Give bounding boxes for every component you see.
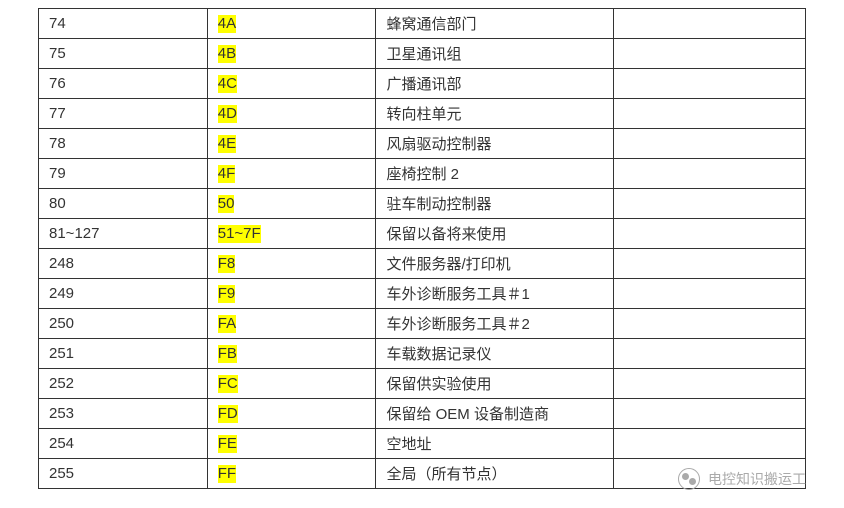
cell-note: [614, 339, 806, 369]
table-row: 248F8文件服务器/打印机: [39, 249, 806, 279]
cell-note: [614, 159, 806, 189]
cell-decimal: 251: [39, 339, 208, 369]
cell-description: 蜂窝通信部门: [376, 9, 614, 39]
cell-decimal: 74: [39, 9, 208, 39]
table-row: 253FD保留给 OEM 设备制造商: [39, 399, 806, 429]
cell-hex: 50: [207, 189, 376, 219]
data-table: 744A蜂窝通信部门754B卫星通讯组764C广播通讯部774D转向柱单元784…: [38, 8, 806, 489]
cell-note: [614, 129, 806, 159]
table-row: 252FC保留供实验使用: [39, 369, 806, 399]
watermark: 电控知识搬运工: [678, 468, 806, 490]
cell-description: 车外诊断服务工具＃2: [376, 309, 614, 339]
table-row: 254FE空地址: [39, 429, 806, 459]
table-row: 81~12751~7F保留以备将来使用: [39, 219, 806, 249]
cell-hex: FD: [207, 399, 376, 429]
cell-note: [614, 369, 806, 399]
table-row: 8050驻车制动控制器: [39, 189, 806, 219]
cell-decimal: 253: [39, 399, 208, 429]
cell-decimal: 81~127: [39, 219, 208, 249]
cell-description: 文件服务器/打印机: [376, 249, 614, 279]
cell-hex: FE: [207, 429, 376, 459]
cell-hex: 4D: [207, 99, 376, 129]
cell-description: 风扇驱动控制器: [376, 129, 614, 159]
cell-hex: FC: [207, 369, 376, 399]
cell-hex: FB: [207, 339, 376, 369]
table-container: 744A蜂窝通信部门754B卫星通讯组764C广播通讯部774D转向柱单元784…: [0, 0, 844, 497]
cell-hex: F9: [207, 279, 376, 309]
cell-description: 保留给 OEM 设备制造商: [376, 399, 614, 429]
cell-description: 车外诊断服务工具＃1: [376, 279, 614, 309]
cell-description: 座椅控制 2: [376, 159, 614, 189]
cell-decimal: 78: [39, 129, 208, 159]
cell-description: 保留供实验使用: [376, 369, 614, 399]
cell-hex: 4F: [207, 159, 376, 189]
table-row: 250FA车外诊断服务工具＃2: [39, 309, 806, 339]
cell-decimal: 252: [39, 369, 208, 399]
cell-decimal: 254: [39, 429, 208, 459]
cell-note: [614, 219, 806, 249]
cell-hex: 4B: [207, 39, 376, 69]
cell-note: [614, 279, 806, 309]
wechat-icon: [678, 468, 700, 490]
cell-decimal: 75: [39, 39, 208, 69]
cell-description: 保留以备将来使用: [376, 219, 614, 249]
table-row: 251FB车载数据记录仪: [39, 339, 806, 369]
cell-description: 车载数据记录仪: [376, 339, 614, 369]
cell-hex: 51~7F: [207, 219, 376, 249]
cell-decimal: 77: [39, 99, 208, 129]
cell-decimal: 249: [39, 279, 208, 309]
cell-note: [614, 39, 806, 69]
cell-hex: FA: [207, 309, 376, 339]
cell-note: [614, 309, 806, 339]
table-row: 744A蜂窝通信部门: [39, 9, 806, 39]
table-row: 754B卫星通讯组: [39, 39, 806, 69]
cell-hex: 4A: [207, 9, 376, 39]
cell-note: [614, 99, 806, 129]
table-row: 794F座椅控制 2: [39, 159, 806, 189]
cell-decimal: 248: [39, 249, 208, 279]
cell-description: 全局（所有节点）: [376, 459, 614, 489]
cell-note: [614, 249, 806, 279]
table-row: 774D转向柱单元: [39, 99, 806, 129]
cell-description: 卫星通讯组: [376, 39, 614, 69]
cell-hex: 4E: [207, 129, 376, 159]
cell-hex: F8: [207, 249, 376, 279]
table-row: 764C广播通讯部: [39, 69, 806, 99]
cell-decimal: 76: [39, 69, 208, 99]
cell-description: 空地址: [376, 429, 614, 459]
cell-note: [614, 399, 806, 429]
cell-hex: 4C: [207, 69, 376, 99]
table-row: 784E风扇驱动控制器: [39, 129, 806, 159]
cell-decimal: 79: [39, 159, 208, 189]
cell-note: [614, 429, 806, 459]
cell-note: [614, 189, 806, 219]
table-row: 249F9车外诊断服务工具＃1: [39, 279, 806, 309]
cell-note: [614, 69, 806, 99]
cell-description: 广播通讯部: [376, 69, 614, 99]
cell-note: [614, 9, 806, 39]
cell-hex: FF: [207, 459, 376, 489]
watermark-text: 电控知识搬运工: [708, 469, 806, 489]
cell-description: 转向柱单元: [376, 99, 614, 129]
cell-decimal: 250: [39, 309, 208, 339]
cell-decimal: 80: [39, 189, 208, 219]
cell-description: 驻车制动控制器: [376, 189, 614, 219]
cell-decimal: 255: [39, 459, 208, 489]
